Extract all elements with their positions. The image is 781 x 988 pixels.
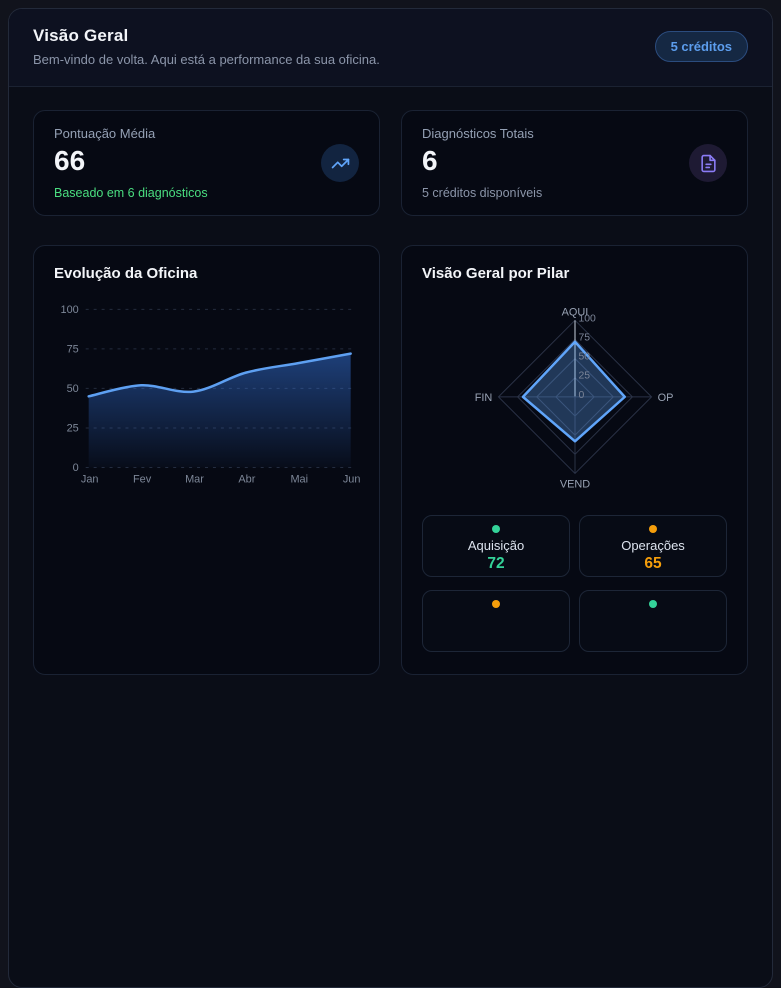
evolution-chart-title: Evolução da Oficina — [54, 265, 198, 282]
dashboard-main: Pontuação Média 66 Baseado em 6 diagnóst… — [9, 87, 772, 698]
svg-text:25: 25 — [67, 422, 79, 434]
stat-value: 6 — [422, 145, 438, 177]
pillar-chart-title: Visão Geral por Pilar — [422, 265, 570, 282]
pillar-chart-card: Visão Geral por Pilar 0 25 50 75 100 AQUI OP VE… — [401, 245, 748, 675]
svg-text:50: 50 — [578, 352, 590, 363]
pillar-card-operacoes: Operações 65 — [579, 515, 727, 577]
svg-text:0: 0 — [578, 390, 584, 401]
pillar-status-dot — [649, 525, 657, 533]
pillar-stat-value: 65 — [644, 555, 662, 572]
file-text-icon — [689, 144, 727, 182]
svg-text:Fev: Fev — [133, 473, 152, 485]
svg-text:0: 0 — [73, 462, 79, 474]
svg-text:Jun: Jun — [343, 473, 361, 485]
svg-text:Mar: Mar — [185, 473, 204, 485]
page-header: Visão Geral Bem-vindo de volta. Aqui est… — [9, 9, 772, 87]
stat-subtext: 5 créditos disponíveis — [422, 185, 543, 200]
stat-label: Pontuação Média — [54, 126, 156, 142]
page-title: Visão Geral — [33, 26, 129, 45]
svg-text:AQUI: AQUI — [562, 306, 589, 318]
pillar-label: Operações — [621, 538, 685, 553]
pillar-status-dot — [492, 600, 500, 608]
pillar-label: Aquisição — [467, 538, 525, 553]
svg-text:100: 100 — [61, 304, 79, 316]
svg-text:OP: OP — [658, 392, 674, 404]
evolution-chart-card: Evolução da Oficina 0 25 50 75 100 Jan Fev Mar A… — [33, 245, 380, 675]
trending-up-icon — [321, 144, 359, 182]
stats-row: Pontuação Média 66 Baseado em 6 diagnóst… — [33, 110, 748, 216]
pillar-card-cutoff-left — [422, 590, 570, 652]
stat-card-average-score: Pontuação Média 66 Baseado em 6 diagnóst… — [33, 110, 380, 216]
stat-text-block: Pontuação Média 66 Baseado em 6 diagnóst… — [54, 126, 208, 199]
svg-text:Mai: Mai — [290, 473, 308, 485]
svg-text:FIN: FIN — [475, 392, 493, 404]
svg-text:25: 25 — [578, 371, 590, 382]
charts-row: Evolução da Oficina 0 25 50 75 100 Jan Fev Mar A… — [33, 245, 748, 675]
page-subtitle: Bem-vindo de volta. Aqui está a performa… — [33, 52, 380, 67]
stat-subtext: Baseado em 6 diagnósticos — [54, 185, 208, 200]
pillar-stats-grid: Aquisição 72 Operações 65 — [422, 515, 727, 652]
dashboard-container: Visão Geral Bem-vindo de volta. Aqui est… — [8, 8, 773, 988]
pillar-status-dot — [649, 600, 657, 608]
svg-text:75: 75 — [67, 343, 79, 355]
stat-text-block: Diagnósticos Totais 6 5 créditos disponí… — [422, 126, 542, 199]
svg-text:Jan: Jan — [81, 473, 99, 485]
pillar-status-dot — [492, 525, 500, 533]
header-text-block: Visão Geral Bem-vindo de volta. Aqui est… — [33, 26, 380, 67]
pillar-card-cutoff-right — [579, 590, 727, 652]
stat-card-total-diagnostics: Diagnósticos Totais 6 5 créditos disponí… — [401, 110, 748, 216]
svg-text:50: 50 — [67, 383, 79, 395]
evolution-line-chart: 0 25 50 75 100 Jan Fev Mar Abr Mai Jun — [61, 304, 361, 486]
svg-text:75: 75 — [578, 332, 590, 343]
svg-text:100: 100 — [578, 313, 596, 324]
pillar-card-aquisicao: Aquisição 72 — [422, 515, 570, 577]
svg-text:VEND: VEND — [560, 478, 590, 490]
svg-text:Abr: Abr — [238, 473, 255, 485]
credits-badge[interactable]: 5 créditos — [654, 31, 748, 62]
stat-value: 66 — [54, 145, 86, 177]
stat-label: Diagnósticos Totais — [422, 126, 534, 142]
pillar-stat-value: 72 — [487, 555, 505, 572]
